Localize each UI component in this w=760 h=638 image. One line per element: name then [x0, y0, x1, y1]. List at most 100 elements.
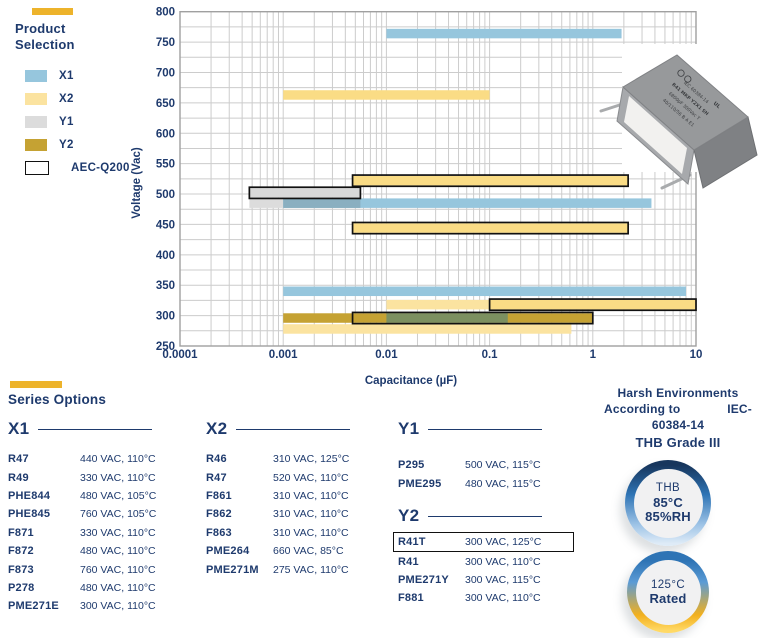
part-spec: 300 VAC, 125°C	[465, 536, 542, 549]
part-number: PHE844	[8, 489, 51, 502]
range-bar-x1-480vac	[283, 198, 652, 208]
part-spec: 520 VAC, 110°C	[273, 471, 349, 484]
series-row-pme264: PME264 660 VAC, 85°C	[206, 542, 366, 560]
part-spec: 480 VAC, 110°C	[80, 581, 156, 594]
part-number: R41T	[398, 536, 426, 549]
part-number: R46	[206, 453, 227, 466]
series-row-p295: P295 500 VAC, 115°C	[398, 456, 558, 474]
axis-tick-label: 0.0001	[162, 349, 198, 361]
125c-rated-badge: 125°C Rated	[627, 551, 709, 633]
axis-tick-label: 0.01	[375, 349, 398, 361]
range-bar-x1-760vac	[386, 28, 622, 39]
series-row-phe845: PHE845 760 VAC, 105°C	[8, 505, 180, 523]
series-row-r46: R46 310 VAC, 125°C	[206, 450, 366, 468]
part-spec: 310 VAC, 110°C	[273, 489, 349, 502]
part-spec: 310 VAC, 125°C	[273, 453, 350, 466]
part-number: P278	[8, 581, 35, 594]
series-row-f861: F861 310 VAC, 110°C	[206, 487, 366, 505]
part-spec: 480 VAC, 115°C	[465, 477, 541, 490]
x-axis-title: Capacitance (µF)	[365, 375, 457, 387]
enec-logo-icon	[684, 75, 692, 83]
thb-grade-label: THB Grade III	[635, 435, 721, 450]
series-row-f871: F871 330 VAC, 110°C	[8, 524, 180, 542]
axis-tick-label: 650	[156, 98, 175, 110]
column-heading: X2	[206, 419, 228, 438]
plot-frame	[179, 10, 697, 347]
part-number: PME271M	[206, 563, 259, 576]
part-number: R47	[8, 453, 29, 466]
axis-tick-label: 250	[156, 341, 175, 353]
series-row-f881: F881 300 VAC, 110°C	[398, 589, 558, 607]
legend-item-y2: Y2	[25, 133, 130, 156]
legend-label: Y2	[59, 138, 74, 151]
capacitance-voltage-chart: 8007507006506005505004504003503002500.00…	[131, 7, 703, 387]
overlap-x1-over-y1	[283, 198, 361, 208]
axis-tick-label: 800	[156, 7, 175, 19]
part-number: F872	[8, 545, 34, 558]
series-row-f873: F873 760 VAC, 110°C	[8, 560, 180, 578]
column-heading: Y1	[398, 419, 420, 438]
harsh-environments-panel: Harsh Environments According to IEC- 6038…	[598, 385, 758, 451]
part-number: PME271Y	[398, 573, 449, 586]
series-row-pme271y: PME271Y 300 VAC, 115°C	[398, 571, 558, 589]
part-number: F861	[206, 489, 232, 502]
part-number: R47	[206, 471, 227, 484]
series-column-y1: Y1 P295 500 VAC, 115°C PME295 480 VAC, 115°…	[398, 419, 558, 493]
axis-tick-label: 550	[156, 159, 175, 171]
part-number: F873	[8, 563, 34, 576]
harsh-title-line: Harsh Environments	[617, 386, 739, 400]
badge-text-line: Rated	[649, 591, 687, 606]
legend-title: Product Selection	[15, 21, 75, 52]
part-spec: 760 VAC, 110°C	[80, 563, 156, 576]
thb-85c-85rh-badge: THB 85°C 85%RH	[625, 460, 711, 546]
series-options-title: Series Options	[8, 392, 107, 407]
legend-item-x1: X1	[25, 64, 130, 87]
axis-tick-label: 10	[690, 349, 703, 361]
harsh-title-line: According to IEC-	[604, 402, 752, 416]
badge-text-line: 125°C	[650, 578, 686, 591]
part-number: PME271E	[8, 600, 59, 613]
axis-tick-label: 300	[156, 311, 175, 323]
part-spec: 330 VAC, 110°C	[80, 526, 156, 539]
part-spec: 760 VAC, 105°C	[80, 508, 157, 521]
badge-text-line: 85%RH	[645, 509, 691, 525]
overlap-x1-over-y2	[386, 313, 508, 323]
series-row-r41t: R41T 300 VAC, 125°C	[398, 533, 573, 551]
legend-swatch	[25, 138, 47, 151]
badge-text-line: 85°C	[653, 494, 683, 510]
aec-q200-outline-y2-300vac	[351, 311, 594, 325]
axis-tick-label: 0.001	[269, 349, 298, 361]
legend-swatch	[25, 69, 47, 82]
harsh-title-line: 60384-14	[651, 418, 705, 432]
series-row-f863: F863 310 VAC, 110°C	[206, 524, 366, 542]
axis-tick-label: 450	[156, 219, 175, 231]
series-accent-bar	[10, 381, 62, 388]
part-number: PHE845	[8, 508, 51, 521]
legend-swatch	[25, 115, 47, 128]
range-bar-y1-500vac	[249, 188, 361, 198]
range-bar-x2-275vac	[283, 324, 572, 334]
axis-tick-label: 1	[590, 349, 597, 361]
legend-label: AEC-Q200	[71, 161, 130, 174]
range-bar-x1-330vac	[283, 286, 686, 297]
part-number: PME295	[398, 477, 442, 490]
part-number: R41	[398, 555, 419, 568]
series-row-r47: R47 440 VAC, 110°C	[8, 450, 180, 468]
range-bar-x2-660vac	[283, 90, 490, 100]
part-spec: 440 VAC, 110°C	[80, 453, 156, 466]
axis-tick-label: 0.1	[482, 349, 499, 361]
series-row-f872: F872 480 VAC, 110°C	[8, 542, 180, 560]
range-bar-x2-440vac	[352, 223, 629, 233]
legend-label: X1	[59, 69, 74, 82]
axis-tick-label: 350	[156, 280, 175, 292]
legend-label: X2	[59, 92, 74, 105]
axis-tick-label: 750	[156, 37, 175, 49]
range-bar-x2-310vac	[386, 299, 490, 310]
aec-q200-outline-x2-310vac	[488, 298, 697, 312]
y-axis-title: Voltage (Vac)	[131, 147, 143, 219]
heading-rule	[428, 515, 543, 517]
series-row-p278: P278 480 VAC, 110°C	[8, 579, 180, 597]
legend-item-y1: Y1	[25, 110, 130, 133]
range-bar-x2-310vac	[489, 299, 696, 310]
vde-logo-icon	[677, 69, 685, 77]
